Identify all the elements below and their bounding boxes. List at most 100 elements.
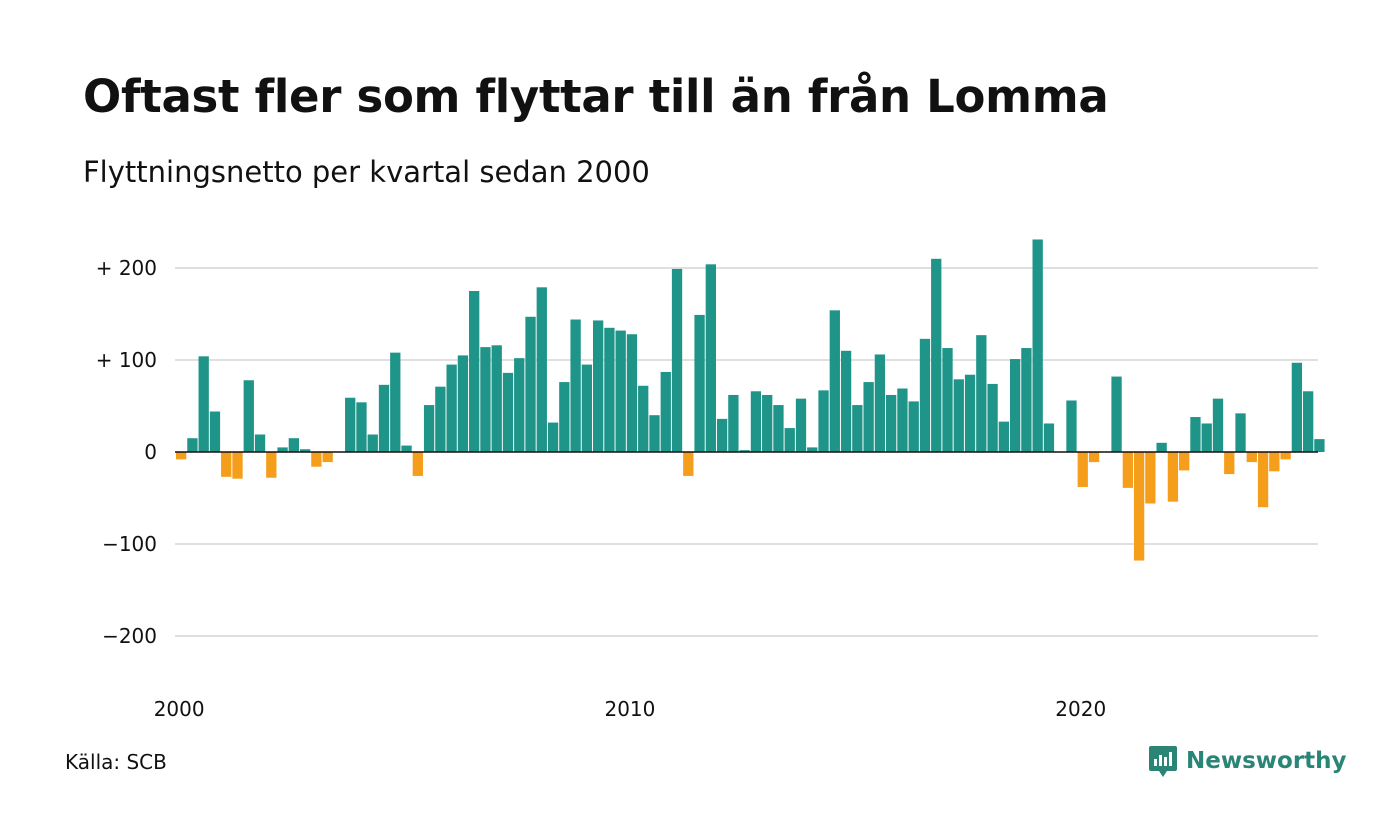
bar	[457, 355, 469, 452]
bar	[435, 386, 446, 452]
bar	[592, 320, 604, 452]
bar	[942, 348, 953, 452]
bar	[514, 358, 525, 452]
gridlines	[175, 267, 1318, 637]
bar	[716, 418, 728, 452]
bar	[288, 438, 299, 452]
bar	[525, 316, 536, 452]
y-tick-label: −100	[102, 532, 157, 556]
bar	[1303, 391, 1314, 452]
bar	[1145, 452, 1156, 504]
bar	[638, 385, 649, 452]
bar	[829, 310, 840, 452]
bar	[378, 384, 390, 452]
bar-chart: + 200 + 100 0 −100 −200 2000 2010 2020	[96, 239, 1325, 721]
bar	[750, 391, 762, 452]
y-tick-label: −200	[102, 624, 157, 648]
y-tick-label: 0	[144, 440, 157, 464]
bar	[1122, 452, 1133, 488]
bar	[604, 327, 615, 452]
bar	[322, 452, 333, 463]
bar	[728, 394, 739, 452]
bar	[1212, 398, 1224, 452]
y-tick-label: + 200	[96, 256, 157, 280]
bar	[1190, 417, 1201, 452]
bar	[649, 415, 660, 452]
bar	[1077, 452, 1088, 487]
bar	[953, 379, 964, 452]
bar	[412, 452, 423, 476]
bar	[446, 364, 457, 452]
bar	[919, 338, 931, 452]
bar	[1291, 362, 1303, 452]
bar	[762, 394, 773, 452]
bar	[908, 401, 919, 452]
bar	[390, 352, 401, 452]
bar	[232, 452, 243, 479]
source-note: Källa: SCB	[65, 750, 167, 774]
bar	[818, 390, 829, 452]
bar	[931, 258, 942, 452]
bar	[1043, 423, 1055, 452]
bar	[277, 447, 288, 452]
bar	[243, 380, 254, 452]
bar	[1032, 239, 1043, 452]
chart-title: Oftast fler som flyttar till än från Lom…	[83, 70, 1109, 123]
bar	[987, 383, 998, 452]
bar	[570, 319, 581, 452]
bar	[547, 422, 559, 452]
bar	[874, 354, 886, 452]
bar	[976, 335, 987, 452]
bar	[1235, 413, 1246, 452]
x-tick-label: 2000	[154, 697, 205, 721]
x-tick-label: 2020	[1055, 697, 1106, 721]
bar	[694, 314, 705, 452]
bar	[1133, 452, 1145, 561]
bar	[626, 334, 638, 452]
bar	[886, 394, 897, 452]
bar	[345, 397, 356, 452]
bar	[401, 445, 412, 452]
bar	[964, 374, 976, 452]
bar	[311, 452, 322, 467]
bar	[773, 405, 784, 452]
bar	[266, 452, 277, 478]
bar	[480, 347, 491, 452]
bar	[367, 434, 378, 452]
chart-subtitle: Flyttningsnetto per kvartal sedan 2000	[83, 155, 650, 189]
bar	[1009, 359, 1021, 452]
bar	[863, 382, 874, 452]
bar	[1280, 452, 1291, 460]
bar	[615, 330, 626, 452]
bar	[897, 388, 908, 452]
y-tick-label: + 100	[96, 348, 157, 372]
bar	[1179, 452, 1190, 471]
bars	[176, 239, 1325, 561]
x-tick-labels: 2000 2010 2020	[154, 697, 1107, 721]
bar	[660, 371, 671, 452]
bar	[852, 405, 863, 452]
bar	[739, 450, 750, 452]
bar	[840, 350, 852, 452]
bar	[209, 411, 221, 452]
bar	[795, 398, 807, 452]
bar	[1201, 423, 1212, 452]
newsworthy-logo-icon	[1149, 746, 1177, 777]
bar	[423, 405, 435, 452]
bar	[198, 356, 209, 452]
bar	[299, 449, 311, 452]
bar	[1156, 442, 1167, 452]
bar	[1088, 452, 1100, 463]
bar	[491, 345, 502, 452]
bar	[536, 287, 547, 452]
bar	[581, 364, 593, 452]
bar	[1246, 452, 1257, 463]
bar	[1021, 348, 1032, 452]
bar	[187, 438, 198, 452]
bar	[221, 452, 232, 477]
newsworthy-logo: Newsworthy	[1148, 744, 1347, 778]
bar	[254, 434, 266, 452]
x-tick-label: 2010	[604, 697, 655, 721]
bar	[1066, 400, 1077, 452]
bar	[807, 447, 818, 452]
